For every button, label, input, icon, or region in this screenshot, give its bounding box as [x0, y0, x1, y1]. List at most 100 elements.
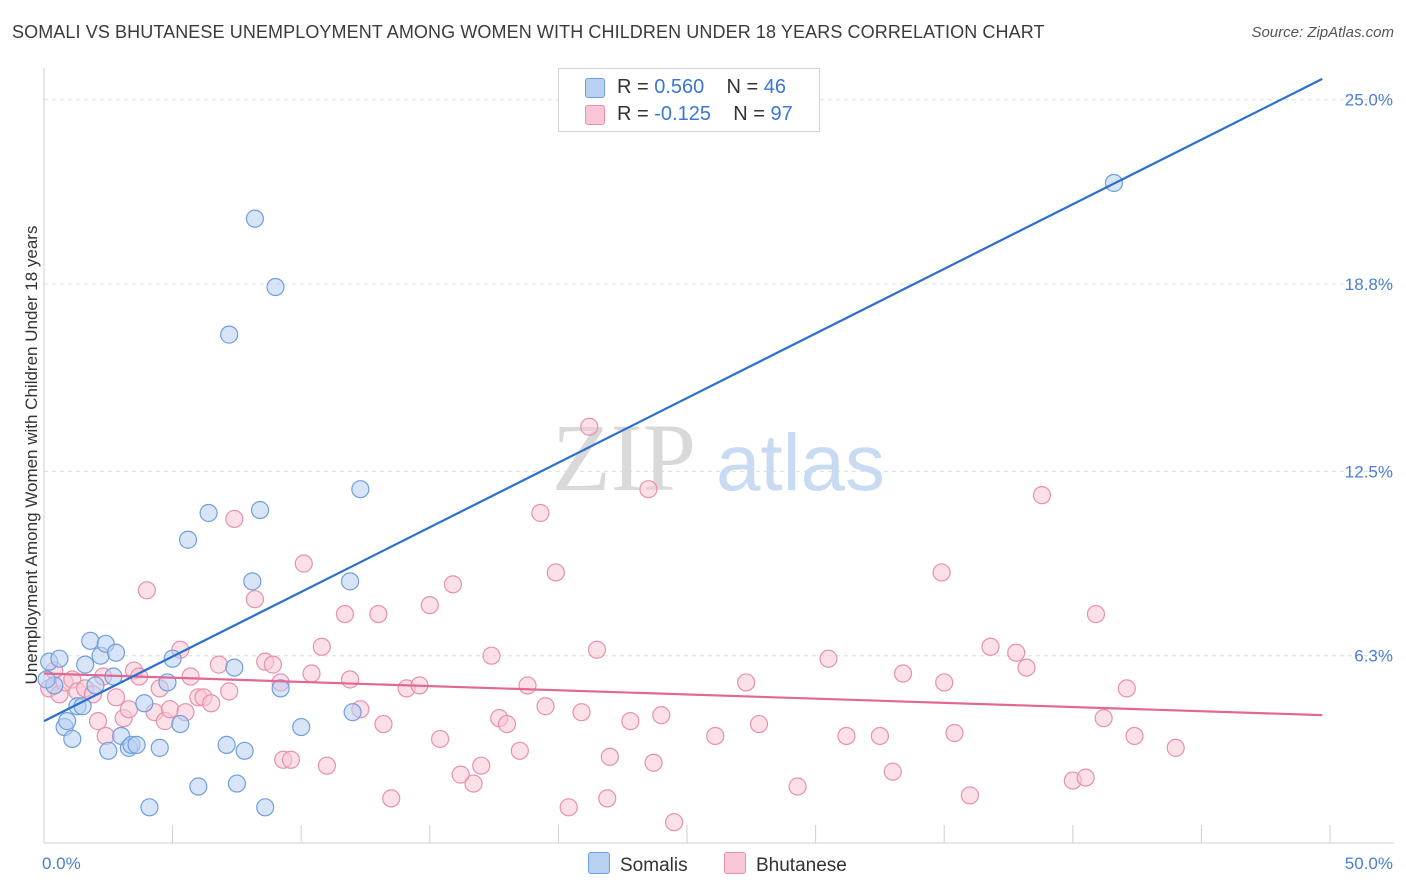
bhutanese-point — [106, 688, 126, 707]
somali-point — [127, 735, 146, 754]
bhutanese-point — [1076, 768, 1095, 787]
somalis-legend-label: Somalis — [620, 855, 688, 876]
bhutanese-point — [510, 741, 529, 760]
bhutanese-point — [96, 726, 115, 746]
bhutanese-n-value: 97 — [770, 103, 793, 125]
bhutanese-point — [181, 667, 200, 686]
somali-point — [199, 503, 218, 523]
bhutanese-point — [639, 480, 658, 499]
bhutanese-point — [340, 670, 360, 689]
x-tick-label: 0.0% — [42, 854, 81, 873]
bhutanese-point — [225, 509, 244, 529]
somali-point — [245, 209, 265, 228]
bhutanese-r-label: R = — [617, 103, 649, 125]
source-credit: Source: ZipAtlas.com — [1251, 24, 1394, 41]
bhutanese-point — [472, 756, 491, 775]
bottom-legend-somalis: Somalis — [588, 852, 688, 877]
bhutanese-point — [294, 554, 313, 573]
bhutanese-point — [870, 726, 890, 746]
somali-point — [227, 774, 246, 793]
bhutanese-point — [119, 700, 138, 719]
watermark-zip: ZIP — [552, 404, 696, 511]
bhutanese-point — [281, 750, 301, 769]
somali-r-value: 0.560 — [654, 76, 705, 98]
somali-point — [178, 530, 198, 549]
somali-point — [58, 712, 77, 731]
somali-point — [81, 631, 100, 650]
bhutanese-point — [932, 563, 951, 582]
grid-lines — [44, 99, 1394, 657]
somali-point — [99, 741, 118, 760]
somali-point — [76, 655, 95, 674]
bhutanese-point — [546, 563, 565, 582]
bhutanese-point — [1125, 726, 1144, 746]
bhutanese-point — [1017, 658, 1036, 677]
somali-point — [86, 676, 105, 695]
somali-n-value: 46 — [763, 76, 787, 98]
bhutanese-point — [621, 712, 640, 731]
bhutanese-point — [960, 786, 980, 805]
watermark: ZIP atlas — [552, 404, 885, 511]
bhutanese-point — [652, 706, 671, 725]
somali-point — [351, 480, 370, 499]
bhutanese-point — [737, 673, 756, 692]
bhutanese-point — [312, 637, 331, 656]
bhutanese-point — [420, 596, 439, 615]
y-axis-label: Unemployment Among Women with Children U… — [22, 226, 41, 685]
bhutanese-legend-swatch — [724, 852, 746, 874]
bhutanese-n-label: N = — [733, 103, 765, 125]
bhutanese-legend-label: Bhutanese — [756, 855, 847, 876]
y-tick-label: 18.8% — [1345, 275, 1393, 294]
bhutanese-point — [202, 694, 221, 713]
stats-legend: R = 0.560 N = 46 R = -0.125 N = 97 — [558, 68, 820, 132]
bhutanese-point — [837, 726, 856, 746]
bhutanese-point — [531, 503, 550, 523]
somali-point — [150, 738, 169, 757]
bhutanese-point — [935, 673, 954, 692]
somali-point — [217, 735, 236, 754]
bhutanese-point — [587, 640, 607, 659]
bhutanese-point — [220, 682, 239, 701]
bhutanese-point — [518, 676, 537, 695]
bottom-legend-bhutanese: Bhutanese — [724, 852, 847, 877]
x-tick-label: 50.0% — [1345, 854, 1393, 873]
somali-point — [73, 697, 92, 716]
somali-point — [250, 500, 270, 520]
somalis-legend-swatch — [588, 852, 610, 874]
bhutanese-point — [981, 637, 1000, 656]
bhutanese-point — [497, 714, 517, 734]
bhutanese-point — [706, 726, 725, 746]
somali-point — [63, 729, 82, 749]
watermark-atlas: atlas — [716, 418, 885, 507]
bhutanese-point — [451, 765, 470, 784]
bhutanese-point — [1007, 643, 1026, 662]
somali-point — [243, 572, 262, 591]
bhutanese-point — [572, 703, 591, 722]
bhutanese-point — [88, 712, 108, 731]
bhutanese-point — [335, 604, 355, 624]
bhutanese-point — [749, 714, 769, 734]
bhutanese-point — [245, 590, 265, 609]
y-tick-label: 25.0% — [1345, 91, 1393, 110]
bhutanese-point — [137, 581, 156, 600]
somali-point — [225, 658, 244, 677]
somali-point — [266, 277, 285, 297]
somali-point — [343, 703, 362, 722]
somali-point — [189, 777, 208, 796]
bhutanese-point — [598, 789, 617, 808]
somali-point — [256, 798, 275, 817]
somali-points — [37, 173, 1124, 817]
bhutanese-point — [482, 646, 501, 665]
bhutanese-point — [263, 655, 283, 674]
somali-point — [140, 798, 159, 817]
somali-point — [340, 572, 360, 591]
bhutanese-point — [382, 789, 401, 808]
bhutanese-point — [369, 604, 388, 624]
y-tick-label: 12.5% — [1345, 462, 1393, 481]
somali-point — [171, 714, 190, 734]
bhutanese-point — [819, 649, 838, 668]
bhutanese-point — [1032, 486, 1052, 505]
bhutanese-point — [1117, 679, 1136, 698]
bhutanese-point — [559, 798, 578, 817]
